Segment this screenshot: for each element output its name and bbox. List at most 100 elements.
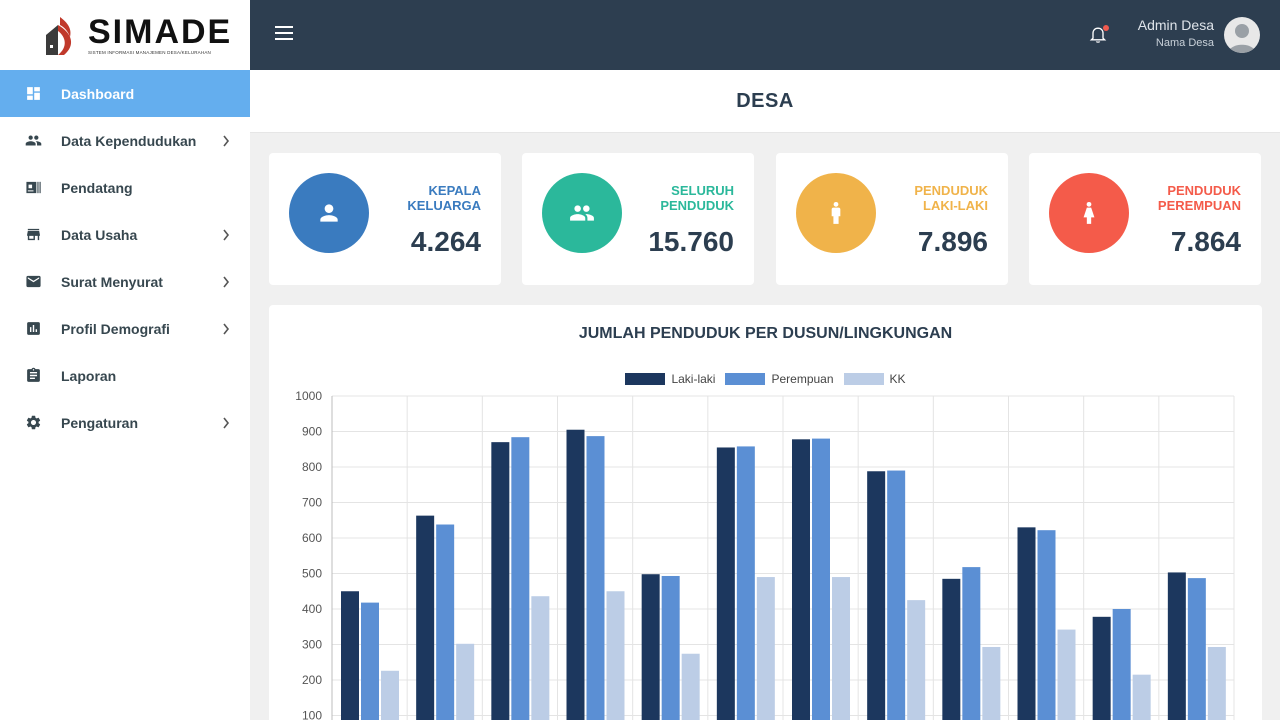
stat-label: PENDUDUK LAKI-LAKI: [914, 183, 988, 213]
bar-perempuan[interactable]: [1112, 609, 1131, 720]
stat-card-seluruh-penduduk[interactable]: SELURUH PENDUDUK 15.760: [522, 153, 754, 285]
bar-laki-laki[interactable]: [1017, 527, 1036, 720]
bar-laki-laki[interactable]: [716, 447, 735, 720]
user-avatar-icon: [1228, 24, 1256, 53]
y-tick-label: 500: [302, 567, 322, 581]
bar-kk[interactable]: [381, 670, 399, 720]
chevron-right-icon: [222, 275, 230, 288]
stat-label: SELURUH PENDUDUK: [660, 183, 734, 213]
legend-swatch: [625, 373, 666, 385]
sidebar-item-laporan[interactable]: Laporan: [0, 352, 250, 399]
bar-kk[interactable]: [681, 653, 700, 720]
bar-laki-laki[interactable]: [867, 471, 886, 720]
bar-laki-laki[interactable]: [341, 591, 359, 720]
notification-dot: [1103, 25, 1109, 31]
y-tick-label: 600: [302, 531, 322, 545]
bar-perempuan[interactable]: [511, 437, 530, 720]
sidebar-item-pengaturan[interactable]: Pengaturan: [0, 399, 250, 446]
bar-kk[interactable]: [907, 600, 926, 720]
stat-icon-circle: [542, 173, 622, 253]
user-role: Nama Desa: [1155, 37, 1214, 49]
legend-item-laki-laki[interactable]: Laki-laki: [625, 372, 715, 386]
bar-perempuan[interactable]: [962, 567, 981, 720]
legend-item-kk[interactable]: KK: [843, 372, 906, 386]
bar-perempuan[interactable]: [887, 470, 906, 720]
bar-laki-laki[interactable]: [1167, 572, 1186, 720]
store-icon: [24, 226, 42, 244]
logo[interactable]: SIMADE SISTEM INFORMASI MANAJEMEN DESA/K…: [0, 0, 250, 70]
bar-perempuan[interactable]: [736, 446, 755, 720]
avatar[interactable]: [1224, 17, 1260, 53]
bar-laki-laki[interactable]: [1092, 616, 1111, 720]
bar-laki-laki[interactable]: [416, 515, 435, 720]
stat-label: PENDUDUK PEREMPUAN: [1157, 183, 1241, 213]
bar-chart-icon: [24, 320, 42, 338]
legend-label: Laki-laki: [671, 372, 716, 386]
bar-chart: 1000 900 800 700 600 500 400 300 200 100: [295, 389, 1235, 720]
sidebar-item-label: Data Kependudukan: [61, 132, 197, 149]
sidebar-item-surat-menyurat[interactable]: Surat Menyurat: [0, 258, 250, 305]
sidebar-item-pendatang[interactable]: Pendatang: [0, 164, 250, 211]
stat-icon-circle: [1049, 173, 1129, 253]
bar-perempuan[interactable]: [436, 524, 455, 720]
bar-kk[interactable]: [756, 577, 775, 720]
bar-perempuan[interactable]: [661, 575, 680, 720]
bar-kk[interactable]: [982, 646, 1001, 720]
stat-card-penduduk-laki-laki[interactable]: PENDUDUK LAKI-LAKI 7.896: [776, 153, 1008, 285]
sidebar-item-profil-demografi[interactable]: Profil Demografi: [0, 305, 250, 352]
bar-laki-laki[interactable]: [641, 574, 660, 720]
y-tick-label: 300: [302, 638, 322, 652]
legend-item-perempuan[interactable]: Perempuan: [725, 372, 834, 386]
legend-swatch: [843, 373, 884, 385]
bar-perempuan[interactable]: [812, 438, 830, 720]
stat-value: 4.264: [410, 226, 481, 257]
stat-icon-circle: [289, 173, 369, 253]
bar-perempuan[interactable]: [1187, 578, 1206, 720]
y-tick-label: 400: [302, 602, 322, 616]
y-tick-label: 1000: [295, 389, 322, 403]
dashboard-icon: [24, 85, 42, 103]
bar-kk[interactable]: [1207, 646, 1226, 720]
page-title-bar: DESA: [250, 70, 1280, 133]
logo-title: SIMADE: [88, 13, 233, 51]
male-icon: [831, 201, 841, 224]
bar-laki-laki[interactable]: [566, 429, 585, 720]
hamburger-menu-icon[interactable]: [275, 26, 293, 40]
bar-kk[interactable]: [1057, 629, 1076, 720]
bar-perempuan[interactable]: [1037, 530, 1056, 720]
chart-title: JUMLAH PENDUDUK PER DUSUN/LINGKUNGAN: [578, 325, 953, 342]
chart-panel: JUMLAH PENDUDUK PER DUSUN/LINGKUNGAN Lak…: [269, 305, 1262, 720]
bar-laki-laki[interactable]: [792, 439, 810, 720]
stat-card-kepala-keluarga[interactable]: KEPALA KELUARGA 4.264: [269, 153, 501, 285]
sidebar-item-label: Dashboard: [61, 85, 135, 102]
notification-bell-icon[interactable]: [1088, 24, 1110, 46]
chevron-right-icon: [222, 134, 230, 147]
sidebar: SIMADE SISTEM INFORMASI MANAJEMEN DESA/K…: [0, 0, 250, 720]
bar-kk[interactable]: [456, 643, 475, 720]
chevron-right-icon: [222, 416, 230, 429]
sidebar-item-data-kependudukan[interactable]: Data Kependudukan: [0, 117, 250, 164]
page-title: DESA: [736, 89, 794, 112]
user-info[interactable]: Admin Desa Nama Desa: [1138, 17, 1214, 49]
stat-card-penduduk-perempuan[interactable]: PENDUDUK PEREMPUAN 7.864: [1029, 153, 1261, 285]
sidebar-item-dashboard[interactable]: Dashboard: [0, 70, 250, 117]
bar-kk[interactable]: [606, 591, 625, 720]
sidebar-item-label: Data Usaha: [61, 226, 138, 243]
bar-kk[interactable]: [1132, 674, 1151, 720]
bar-kk[interactable]: [832, 577, 850, 720]
legend-swatch: [725, 373, 766, 385]
y-tick-label: 900: [302, 425, 322, 439]
stat-icon-circle: [796, 173, 876, 253]
sidebar-item-label: Pendatang: [61, 179, 133, 196]
top-header: Admin Desa Nama Desa: [250, 0, 1280, 70]
sidebar-item-data-usaha[interactable]: Data Usaha: [0, 211, 250, 258]
id-card-icon: [24, 179, 42, 197]
female-icon: [1083, 201, 1095, 224]
stat-value: 7.896: [917, 226, 988, 257]
bar-kk[interactable]: [531, 596, 550, 720]
bar-laki-laki[interactable]: [942, 578, 961, 720]
bar-perempuan[interactable]: [361, 602, 379, 720]
bar-perempuan[interactable]: [586, 436, 605, 720]
bar-laki-laki[interactable]: [491, 442, 510, 720]
